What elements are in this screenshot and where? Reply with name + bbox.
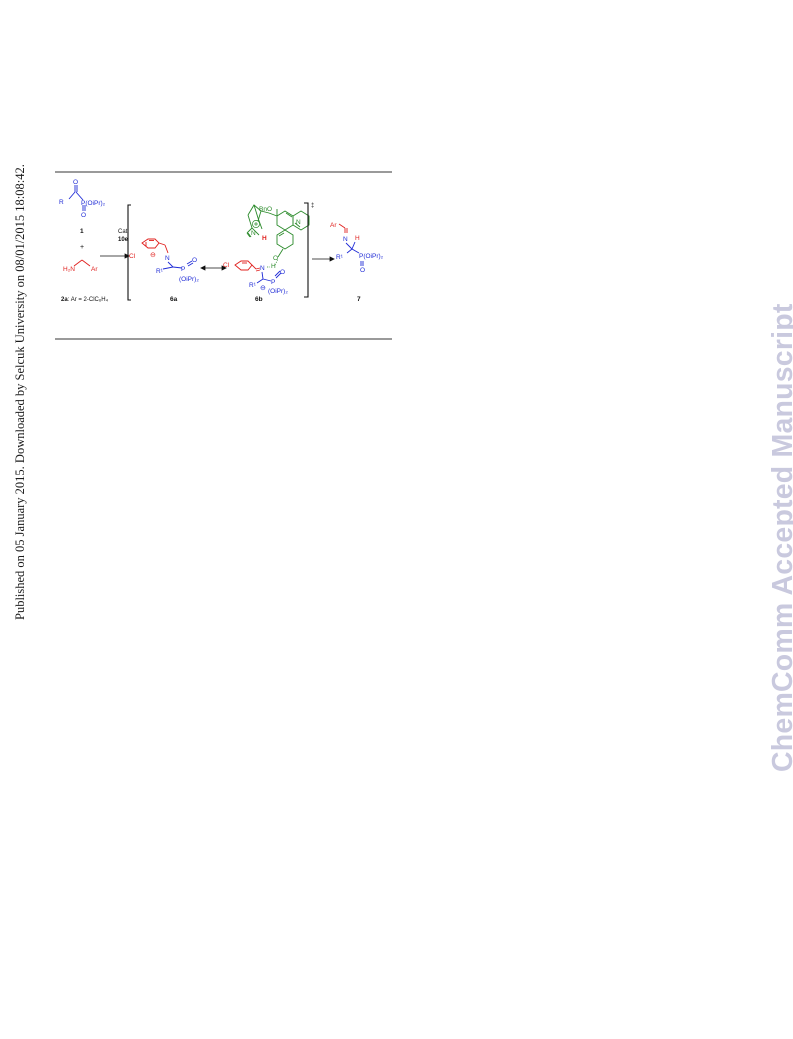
compound-1-r: R [59,199,64,206]
intermediate-6a-ring [141,238,169,254]
intermediate-6b-aryl [234,260,261,272]
intermediate-6b-quinoline-n: N [296,219,301,226]
arrow-1 [100,253,130,259]
plus-sign: + [80,244,84,251]
reaction-scheme: R O P(OiPr)₂ O 1 + H₂N Ar 2a: Ar = 2-ClC… [59,179,384,303]
product-7-o: O [360,267,365,274]
product-7-ar: Ar [330,222,337,229]
intermediate-6b-o2: O [280,269,285,276]
arrow-1-catalyst-label: Cat. [118,229,129,235]
intermediate-6b-charge: ⊖ [260,285,266,292]
intermediate-6b-o: O [273,255,278,262]
publication-note: Published on 05 January 2015. Downloaded… [13,164,27,620]
right-bracket [304,202,309,298]
intermediate-6b-r1: R¹ [249,282,257,289]
compound-1-o: O [73,179,78,186]
intermediate-6b-backbone [256,270,282,284]
product-7-phosphonate: P(OiPr)₂ [359,253,384,260]
intermediate-6b-h: H [262,235,267,242]
intermediate-6a-cl: Cl [129,253,136,260]
arrow-1-catalyst-id: 10e [118,237,129,243]
intermediate-6b-catalyst [246,204,310,258]
compound-2a [73,259,91,267]
compound-2a-caption: 2a: Ar = 2-ClC₆H₄ [61,297,109,303]
bottom-rule [55,338,392,340]
intermediate-6a-o: O [192,257,197,264]
intermediate-6a-number: 6a [170,296,178,303]
left-bracket [127,204,131,301]
arrow-2 [312,256,335,262]
product-7-imine [338,223,348,233]
intermediate-6b-hbonds [267,258,279,268]
transition-state-mark: ‡ [311,203,314,209]
compound-1-phosphonate: P(OiPr)₂ [81,200,106,207]
resonance-arrow [200,265,227,271]
manuscript-watermark: ChemComm Accepted Manuscript [767,303,793,772]
product-7-h: H [355,235,360,242]
intermediate-6b-cl: Cl [223,262,230,269]
intermediate-6b-n: N [260,265,265,272]
intermediate-6b-h2: H [271,263,276,270]
ammonium-charge-icon [252,220,260,228]
intermediate-6a-n: N [165,255,170,262]
product-7-backbone [345,241,364,266]
product-7-n: N [343,236,348,243]
intermediate-6b-bno: BnO [259,206,272,213]
intermediate-6b-number: 6b [255,296,263,303]
top-rule [55,171,392,173]
intermediate-6a-charge: ⊖ [150,252,156,259]
product-7-r1: R¹ [336,254,344,261]
compound-1 [68,185,86,211]
intermediate-6b-oipr: (OiPr)₂ [268,288,288,295]
product-7-number: 7 [357,296,361,303]
compound-1-po: O [81,212,86,219]
compound-1-number: 1 [80,228,84,235]
intermediate-6b-n-plus: N [251,230,256,237]
intermediate-6b-p: P [271,279,275,286]
intermediate-6a-oipr: (OiPr)₂ [179,276,199,283]
compound-2a-ar: Ar [91,266,98,273]
intermediate-6a-backbone [162,260,194,270]
intermediate-6a-p: P [181,266,185,273]
compound-2a-amine: H₂N [63,266,75,273]
intermediate-6a-r1: R¹ [156,268,164,275]
